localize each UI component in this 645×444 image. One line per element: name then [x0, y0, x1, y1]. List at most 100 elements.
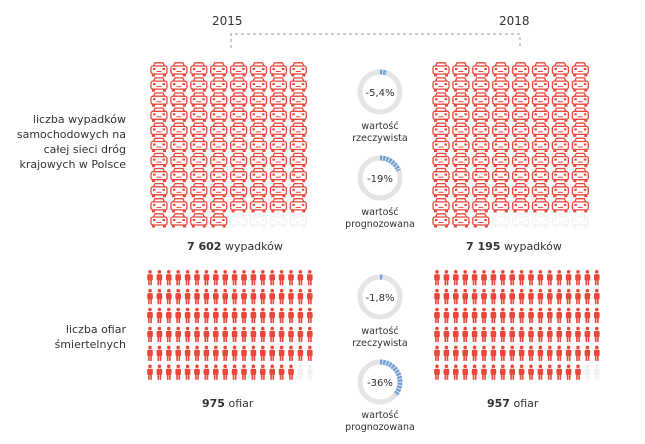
- car-icon: [289, 167, 307, 183]
- car-icon: [249, 122, 268, 137]
- car-icon: [571, 62, 589, 77]
- car-icon: [289, 137, 307, 152]
- person-icon: [269, 364, 275, 380]
- person-icon: [453, 270, 459, 286]
- person-icon: [147, 270, 153, 286]
- car-icon: [229, 213, 248, 228]
- car-icon: [150, 198, 168, 213]
- year-connector: [230, 33, 521, 48]
- car-icon: [249, 152, 268, 168]
- person-icon: [175, 364, 181, 380]
- person-icon: [509, 364, 515, 380]
- car-icon: [492, 182, 510, 198]
- car-icon: [229, 122, 248, 137]
- person-icon: [194, 288, 200, 305]
- person-icon: [288, 270, 294, 286]
- person-icon: [241, 307, 247, 324]
- car-icon: [492, 107, 510, 122]
- car-icon: [170, 62, 188, 77]
- person-icon: [565, 288, 572, 305]
- person-icon: [490, 307, 497, 324]
- car-icon: [492, 198, 510, 213]
- person-icon: [537, 288, 544, 305]
- car-icon: [150, 122, 168, 137]
- car-icon: [289, 182, 307, 198]
- person-icon: [462, 326, 468, 342]
- car-icon: [551, 92, 570, 107]
- person-icon: [434, 307, 440, 324]
- car-icon: [492, 213, 510, 228]
- car-icon: [472, 62, 490, 77]
- car-icon: [269, 167, 288, 183]
- car-icon: [531, 182, 550, 198]
- person-icon: [250, 288, 257, 305]
- car-icon: [571, 122, 589, 137]
- car-icon: [531, 77, 550, 92]
- person-icon: [575, 288, 581, 305]
- car-icon: [190, 77, 208, 92]
- person-icon: [213, 307, 219, 324]
- person-icon: [471, 364, 478, 380]
- person-icon: [203, 345, 210, 361]
- car-icon: [472, 92, 490, 107]
- person-icon: [278, 345, 285, 361]
- person-icon: [509, 307, 515, 324]
- donut-accidents-forecast: -19%: [357, 155, 403, 201]
- car-grid-2018: [432, 62, 589, 228]
- person-icon: [575, 270, 581, 286]
- person-icon: [260, 307, 266, 324]
- person-icon: [175, 270, 181, 286]
- person-icon: [288, 326, 294, 342]
- car-icon: [210, 92, 228, 107]
- person-icon: [278, 307, 285, 324]
- person-icon: [434, 288, 440, 305]
- person-icon: [500, 307, 506, 324]
- person-icon: [594, 288, 600, 305]
- car-icon: [571, 107, 589, 122]
- person-icon: [297, 270, 304, 286]
- donut-accidents-forecast-pct: -19%: [367, 174, 393, 185]
- car-icon: [551, 137, 570, 152]
- car-icon: [432, 167, 450, 183]
- person-icon: [594, 307, 600, 324]
- person-icon: [250, 270, 257, 286]
- person-icon: [565, 270, 572, 286]
- person-icon: [518, 307, 525, 324]
- car-icon: [150, 107, 168, 122]
- person-icon: [443, 288, 450, 305]
- car-icon: [229, 107, 248, 122]
- car-icon: [511, 122, 530, 137]
- person-icon: [490, 345, 497, 361]
- person-icon: [594, 270, 600, 286]
- person-icon: [166, 345, 172, 361]
- car-icon: [170, 167, 188, 183]
- person-icon: [297, 326, 304, 342]
- car-icon: [249, 107, 268, 122]
- car-icon: [170, 92, 188, 107]
- count-accidents-2015-unit: wypadków: [224, 240, 283, 253]
- person-icon: [297, 364, 304, 380]
- car-icon: [170, 152, 188, 168]
- car-icon: [289, 62, 307, 77]
- car-icon: [472, 77, 490, 92]
- person-icon: [213, 288, 219, 305]
- person-icon: [222, 307, 228, 324]
- car-icon: [571, 152, 589, 168]
- car-icon: [432, 92, 450, 107]
- person-icon: [269, 326, 275, 342]
- person-icon: [203, 288, 210, 305]
- car-icon: [531, 152, 550, 168]
- person-icon: [194, 270, 200, 286]
- car-icon: [289, 152, 307, 168]
- car-icon: [249, 137, 268, 152]
- donut-value-arc: [379, 359, 403, 397]
- person-icon: [194, 364, 200, 380]
- car-icon: [249, 92, 268, 107]
- person-icon: [241, 345, 247, 361]
- person-icon: [518, 326, 525, 342]
- donut-fatalities-forecast: -36%: [357, 359, 403, 405]
- car-icon: [190, 122, 208, 137]
- person-icon: [528, 326, 534, 342]
- car-icon: [432, 152, 450, 168]
- car-icon: [452, 167, 470, 183]
